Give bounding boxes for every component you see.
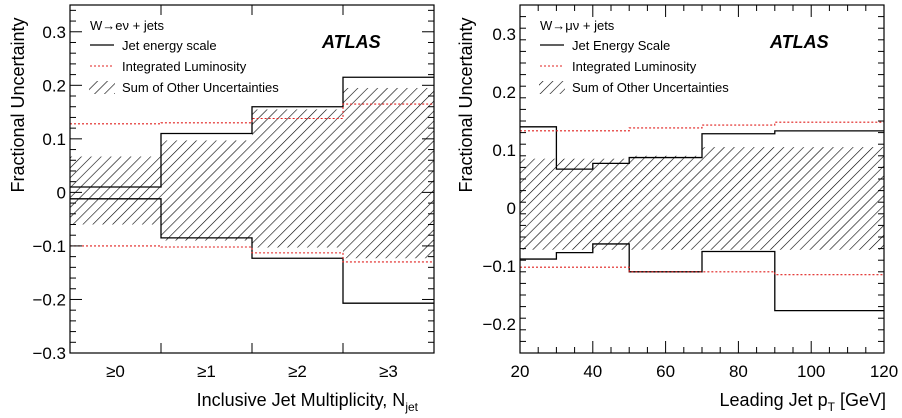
x-tick-label: ≥1: [197, 362, 216, 381]
x-axis-title-subscript: T: [828, 400, 836, 414]
x-axis-title-subscript: jet: [404, 400, 418, 414]
legend-label: Jet energy scale: [122, 38, 217, 53]
y-tick-label: 0.3: [492, 25, 516, 44]
hatch-band-bin-2: [252, 109, 343, 248]
hatch-band-bin-3: [629, 155, 702, 250]
chart-electron-channel: Fractional Uncertainty Inclusive Jet Mul…: [8, 4, 435, 414]
y-tick-label: −0.1: [32, 237, 66, 256]
process-label: W→μν + jets: [540, 18, 615, 33]
atlas-label: ATLAS: [321, 32, 381, 52]
x-tick-label: 20: [511, 362, 530, 381]
y-axis-title: Fractional Uncertainty: [8, 17, 28, 192]
y-tick-label: 0.1: [42, 130, 66, 149]
lumi-down-line: [520, 266, 884, 276]
legend: Jet Energy Scale Integrated Luminosity Sum…: [539, 38, 729, 95]
x-tick-label: ≥3: [379, 362, 398, 381]
jes-up-line: [520, 126, 884, 170]
legend-swatch-hatch: [89, 81, 115, 94]
y-tick-label: −0.3: [32, 344, 66, 363]
y-axis-title: Fractional Uncertainty: [456, 17, 476, 192]
plot-area: −0.3 −0.2 −0.1 0 0.1 0.2 0.3 ≥0 ≥1 ≥2 ≥3: [32, 4, 435, 381]
x-tick-label: 60: [656, 362, 675, 381]
x-tick-label: 40: [583, 362, 602, 381]
x-axis-title: Inclusive Jet Multiplicity, Njet: [197, 390, 419, 414]
x-axis-title: Leading Jet pT [GeV]: [720, 390, 886, 414]
plot-area: −0.2 −0.1 0 0.1 0.2 0.3 20 40 60 80 100 120: [482, 4, 898, 381]
x-tick-label: ≥0: [106, 362, 125, 381]
x-axis-title-main: Leading Jet p: [720, 390, 828, 410]
hatch-band-bin-1: [161, 140, 252, 241]
hatch-band-bin-3: [343, 87, 434, 259]
x-axis-title-main: Inclusive Jet Multiplicity, N: [197, 390, 406, 410]
y-tick-label: 0.2: [42, 76, 66, 95]
legend-label: Integrated Luminosity: [122, 59, 247, 74]
hatch-band-bin-5: [774, 147, 884, 250]
y-tick-label: 0.1: [492, 141, 516, 160]
x-tick-label: 100: [797, 362, 825, 381]
legend-label: Sum of Other Uncertainties: [572, 80, 729, 95]
y-tick-label: 0.2: [492, 83, 516, 102]
atlas-label: ATLAS: [769, 32, 829, 52]
legend-swatch-hatch: [539, 81, 565, 94]
hatch-band-bin-0: [70, 156, 161, 225]
hatch-band-bin-4: [702, 147, 775, 250]
x-tick-label: 120: [870, 362, 898, 381]
chart-muon-channel: Fractional Uncertainty Leading Jet pT [G…: [456, 4, 898, 414]
x-axis-title-unit: [GeV]: [835, 390, 886, 410]
y-tick-label: −0.2: [482, 315, 516, 334]
jes-down-line: [520, 243, 884, 312]
y-tick-label: −0.1: [482, 257, 516, 276]
x-tick-label: 80: [729, 362, 748, 381]
hatch-band-bin-2: [592, 158, 630, 250]
x-tick-label: ≥2: [288, 362, 307, 381]
hatch-band-bin-0: [520, 158, 557, 250]
y-tick-label: 0: [57, 183, 66, 202]
legend-label: Integrated Luminosity: [572, 59, 697, 74]
y-tick-label: 0: [507, 199, 516, 218]
lumi-up-line: [520, 121, 884, 132]
legend-label: Jet Energy Scale: [572, 38, 670, 53]
legend-label: Sum of Other Uncertainties: [122, 80, 279, 95]
y-tick-label: 0.3: [42, 23, 66, 42]
legend: Jet energy scale Integrated Luminosity Sum…: [89, 38, 279, 95]
hatch-band-bin-1: [556, 158, 593, 250]
lumi-up-line: [70, 103, 434, 125]
process-label: W→eν + jets: [90, 18, 165, 33]
y-tick-label: −0.2: [32, 290, 66, 309]
